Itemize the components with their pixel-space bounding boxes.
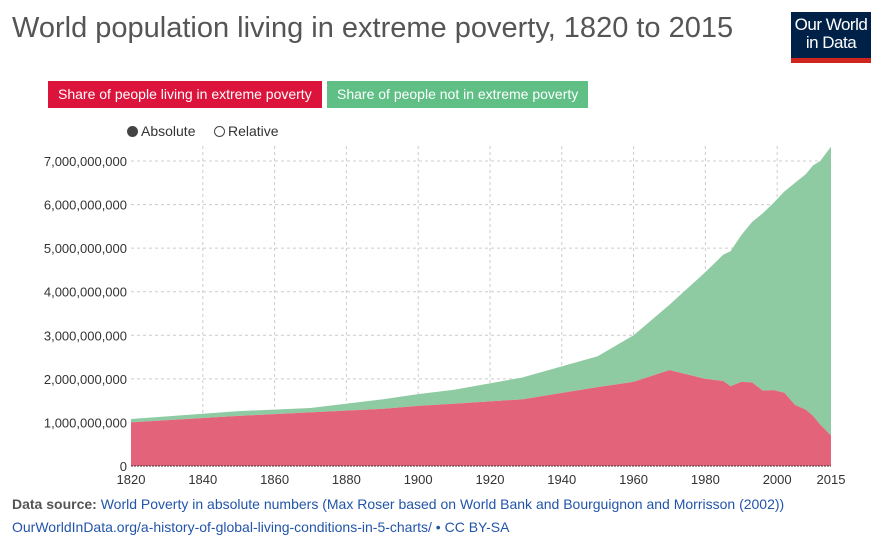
source-link[interactable]: World Poverty in absolute numbers (Max R… xyxy=(100,496,785,512)
x-tick-label: 1900 xyxy=(404,472,433,487)
legend-not-poverty[interactable]: Share of people not in extreme poverty xyxy=(327,81,589,108)
owid-logo[interactable]: Our World in Data xyxy=(791,12,871,63)
source-label: Data source: xyxy=(12,496,97,512)
relative-radio[interactable]: Relative xyxy=(214,123,279,139)
y-tick-label: 4,000,000,000 xyxy=(44,285,127,300)
y-tick-label: 3,000,000,000 xyxy=(44,328,127,343)
y-tick-label: 2,000,000,000 xyxy=(44,372,127,387)
x-tick-label: 1860 xyxy=(260,472,289,487)
x-tick-label: 2015 xyxy=(817,472,846,487)
x-tick-label: 1960 xyxy=(619,472,648,487)
y-tick-label: 6,000,000,000 xyxy=(44,198,127,213)
y-tick-label: 5,000,000,000 xyxy=(44,241,127,256)
y-tick-label: 7,000,000,000 xyxy=(44,154,127,169)
footer-link[interactable]: OurWorldInData.org/a-history-of-global-l… xyxy=(12,519,510,535)
data-source: Data source: World Poverty in absolute n… xyxy=(12,496,784,512)
absolute-radio[interactable]: Absolute xyxy=(127,123,195,139)
x-tick-label: 1840 xyxy=(188,472,217,487)
page-title: World population living in extreme pover… xyxy=(12,12,734,44)
radio-checked-icon xyxy=(127,126,138,137)
absolute-label: Absolute xyxy=(141,123,196,139)
area-poverty xyxy=(131,370,831,466)
x-tick-label: 1880 xyxy=(332,472,361,487)
x-tick-label: 1820 xyxy=(117,472,146,487)
y-tick-label: 1,000,000,000 xyxy=(44,415,127,430)
x-tick-label: 2000 xyxy=(763,472,792,487)
y-tick-label: 0 xyxy=(120,459,127,474)
area-not-poverty xyxy=(131,146,831,436)
x-tick-label: 1980 xyxy=(691,472,720,487)
x-tick-label: 1920 xyxy=(476,472,505,487)
x-tick-label: 1940 xyxy=(547,472,576,487)
radio-unchecked-icon xyxy=(214,126,225,137)
relative-label: Relative xyxy=(228,123,279,139)
legend-poverty[interactable]: Share of people living in extreme povert… xyxy=(48,81,322,108)
